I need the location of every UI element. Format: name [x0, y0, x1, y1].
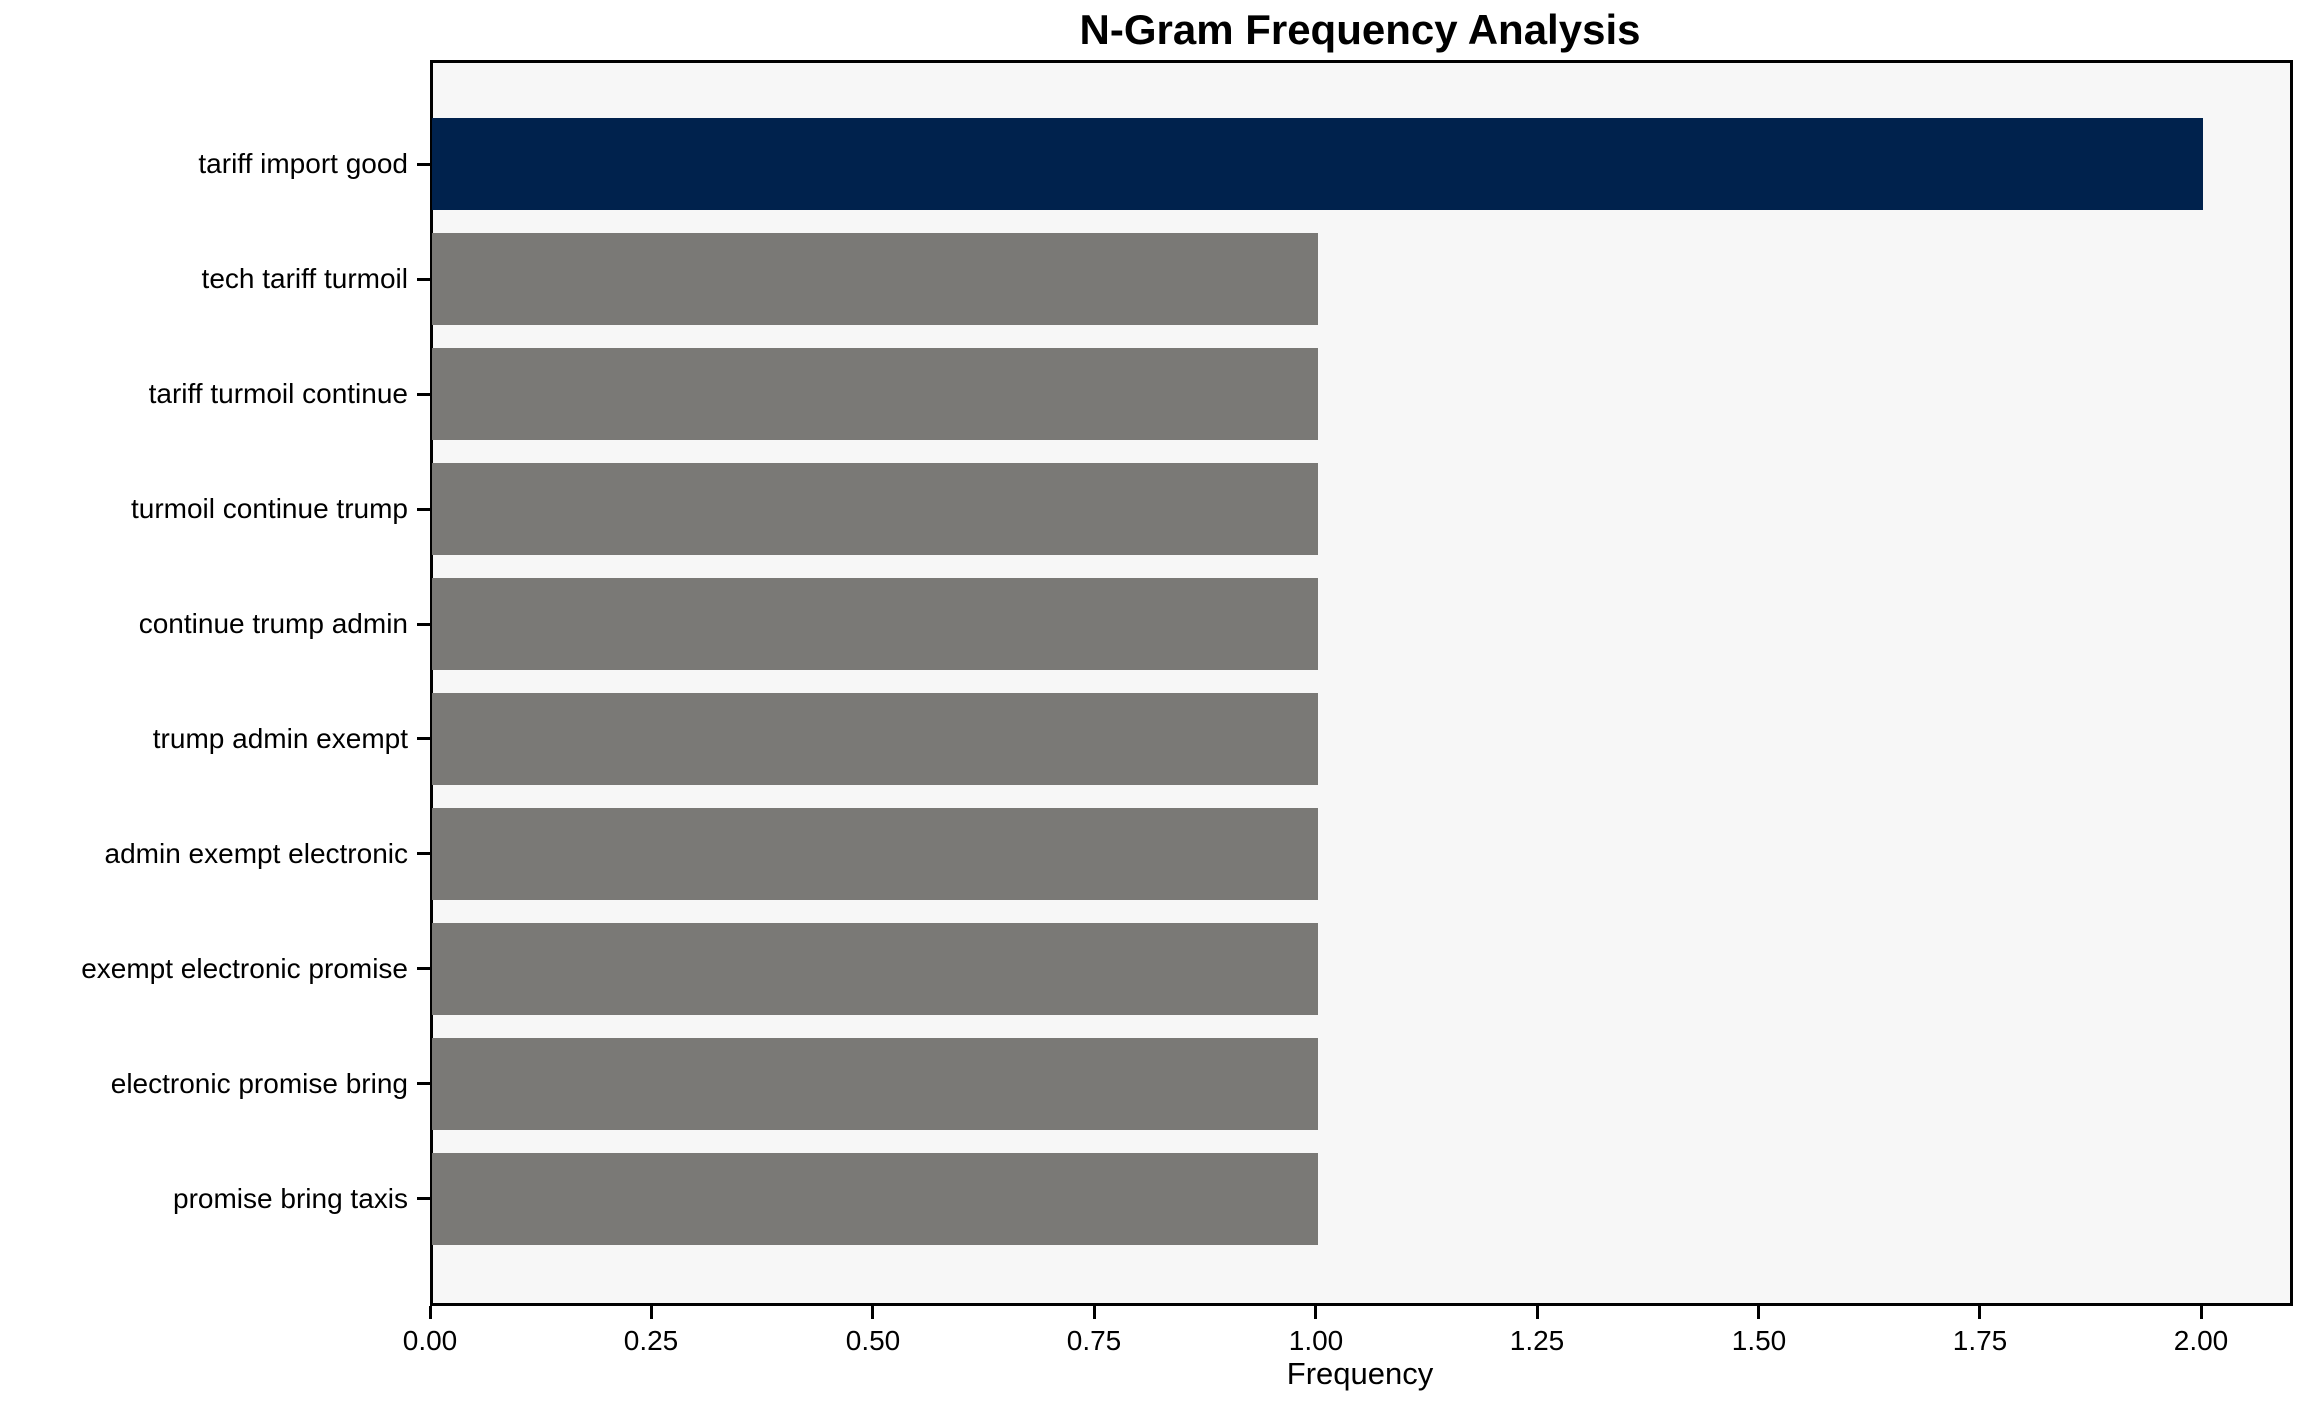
x-tick-mark: [1536, 1306, 1539, 1319]
x-tick-mark: [871, 1306, 874, 1319]
y-tick-mark: [417, 967, 430, 970]
bar-tariff-turmoil-continue: [432, 348, 1318, 440]
x-tick-mark: [1314, 1306, 1317, 1319]
x-tick-label: 0.50: [845, 1325, 901, 1356]
bar-exempt-electronic-promise: [432, 923, 1318, 1015]
y-tick-mark: [417, 623, 430, 626]
y-tick-label: trump admin exempt: [152, 723, 408, 754]
x-tick-mark: [650, 1306, 653, 1319]
bar-promise-bring-taxis: [432, 1153, 1318, 1245]
x-tick-label: 1.00: [1288, 1325, 1344, 1356]
y-tick-label: tech tariff turmoil: [201, 263, 408, 294]
y-tick-mark: [417, 1197, 430, 1200]
bar-turmoil-continue-trump: [432, 463, 1318, 555]
y-tick-label: tariff turmoil continue: [148, 378, 408, 409]
x-tick-mark: [429, 1306, 432, 1319]
x-tick-label: 1.25: [1509, 1325, 1565, 1356]
y-tick-label: tariff import good: [198, 148, 408, 179]
bar-tariff-import-good: [432, 118, 2203, 210]
x-tick-mark: [1093, 1306, 1096, 1319]
y-tick-label: promise bring taxis: [173, 1183, 408, 1214]
y-tick-mark: [417, 852, 430, 855]
y-tick-mark: [417, 1082, 430, 1085]
x-tick-label: 1.75: [1952, 1325, 2008, 1356]
bar-trump-admin-exempt: [432, 693, 1318, 785]
bar-continue-trump-admin: [432, 578, 1318, 670]
x-tick-mark: [1757, 1306, 1760, 1319]
y-tick-mark: [417, 737, 430, 740]
y-tick-mark: [417, 508, 430, 511]
x-tick-label: 2.00: [2173, 1325, 2229, 1356]
x-tick-label: 0.75: [1066, 1325, 1122, 1356]
x-tick-mark: [2200, 1306, 2203, 1319]
y-tick-label: electronic promise bring: [110, 1068, 408, 1099]
x-tick-label: 0.25: [623, 1325, 679, 1356]
y-tick-label: admin exempt electronic: [104, 838, 408, 869]
y-tick-mark: [417, 393, 430, 396]
bar-admin-exempt-electronic: [432, 808, 1318, 900]
y-tick-label: continue trump admin: [138, 608, 408, 639]
x-axis-title: Frequency: [1286, 1356, 1434, 1391]
x-tick-label: 1.50: [1731, 1325, 1787, 1356]
y-tick-mark: [417, 278, 430, 281]
bar-tech-tariff-turmoil: [432, 233, 1318, 325]
y-tick-label: turmoil continue trump: [130, 493, 408, 524]
chart-title: N-Gram Frequency Analysis: [1079, 6, 1641, 53]
x-tick-label: 0.00: [402, 1325, 458, 1356]
y-tick-label: exempt electronic promise: [81, 953, 408, 984]
bar-electronic-promise-bring: [432, 1038, 1318, 1130]
x-tick-mark: [1978, 1306, 1981, 1319]
y-tick-mark: [417, 163, 430, 166]
